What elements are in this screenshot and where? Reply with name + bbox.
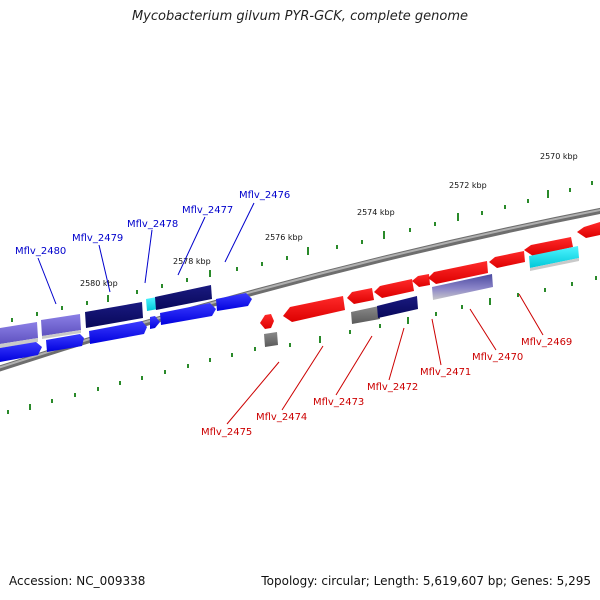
reverse-leaders [226, 293, 544, 425]
gene-arrow[interactable] [0, 322, 38, 344]
genome-title: Mycobacterium gilvum PYR-GCK, complete g… [131, 9, 469, 24]
gene-label[interactable]: Mflv_2479 [72, 233, 123, 244]
gene-arrow[interactable] [374, 279, 414, 298]
genome-summary: Topology: circular; Length: 5,619,607 bp… [261, 574, 591, 588]
gene-label[interactable]: Mflv_2478 [127, 219, 178, 230]
gene-arrow[interactable] [412, 274, 430, 287]
reverse-strand-genes [260, 222, 600, 347]
gene-label[interactable]: Mflv_2476 [239, 190, 290, 201]
gene-label[interactable]: Mflv_2474 [256, 412, 307, 423]
gene-arrow[interactable] [0, 338, 38, 348]
gene-arrow[interactable] [89, 321, 147, 344]
outer-tick-track [11, 181, 593, 322]
scale-label: 2572 kbp [449, 181, 487, 190]
gene-arrow[interactable] [42, 330, 81, 339]
gene-arrow[interactable] [264, 332, 278, 347]
gene-arrow[interactable] [283, 296, 345, 322]
gene-label[interactable]: Mflv_2473 [313, 397, 364, 408]
scale-label: 2574 kbp [357, 208, 395, 217]
gene-arrow[interactable] [85, 302, 143, 328]
gene-label[interactable]: Mflv_2471 [420, 367, 471, 378]
gene-arrow[interactable] [530, 258, 579, 271]
gene-arrow[interactable] [432, 274, 493, 300]
gene-arrow[interactable] [529, 246, 579, 268]
gene-arrow[interactable] [347, 288, 374, 304]
gene-arrow[interactable] [489, 251, 525, 268]
forward-leaders [37, 202, 255, 305]
gene-label[interactable]: Mflv_2477 [182, 205, 233, 216]
gene-arrow[interactable] [351, 306, 380, 324]
gene-arrow[interactable] [377, 296, 418, 318]
scale-label: 2578 kbp [173, 257, 211, 266]
inner-tick-track [7, 276, 597, 414]
gene-arrow[interactable] [146, 297, 158, 311]
gene-label[interactable]: Mflv_2480 [15, 246, 66, 257]
gene-label[interactable]: Mflv_2469 [521, 337, 572, 348]
gene-arrow[interactable] [150, 316, 160, 329]
scale-label: 2580 kbp [80, 279, 118, 288]
gene-arrow[interactable] [41, 314, 81, 336]
scale-label: 2570 kbp [540, 152, 578, 161]
gene-arrow[interactable] [155, 285, 212, 310]
gene-label[interactable]: Mflv_2470 [472, 352, 523, 363]
gene-arrow[interactable] [160, 303, 216, 325]
gene-arrow[interactable] [524, 237, 573, 256]
gene-arrow[interactable] [216, 293, 252, 311]
gene-arrow[interactable] [260, 314, 274, 329]
gene-arrow[interactable] [46, 334, 84, 352]
gene-arrow[interactable] [0, 342, 42, 362]
accession-label: Accession: NC_009338 [9, 574, 146, 588]
gene-label[interactable]: Mflv_2472 [367, 382, 418, 393]
forward-strand-genes [0, 285, 252, 362]
gene-arrow[interactable] [577, 222, 600, 238]
scale-label: 2576 kbp [265, 233, 303, 242]
gene-label[interactable]: Mflv_2475 [201, 427, 252, 438]
gene-arrow[interactable] [428, 261, 488, 284]
